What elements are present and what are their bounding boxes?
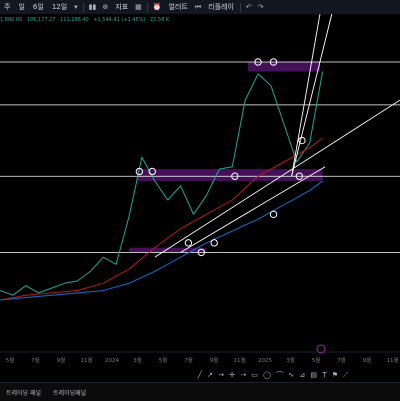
x-tick-label-1: 7월: [31, 356, 40, 364]
candles-icon[interactable]: ▮▮: [88, 3, 97, 11]
trend-icon[interactable]: ⟋: [343, 370, 349, 379]
marker-6: [254, 58, 262, 66]
marker-7: [269, 58, 278, 66]
toolbar-divider: [82, 2, 84, 12]
event-icon[interactable]: [316, 344, 326, 354]
x-tick-label-8: 9월: [210, 356, 219, 364]
series-line-2: [0, 180, 323, 301]
ray-icon[interactable]: ↗: [207, 371, 213, 379]
marker-9: [295, 172, 304, 180]
trendlines: [154, 0, 400, 258]
redo-icon[interactable]: ↷: [257, 3, 264, 11]
drawing-toolbar: ╱ ↗ → ✛ ⇢ ▭ ◯ ⌒ ∿ ⊿ ▤ T ⚑ ⟋: [195, 369, 351, 381]
trendline-0: [154, 99, 400, 258]
x-tick-label-3: 11월: [80, 356, 92, 364]
horizontal-ray-icon[interactable]: ⇢: [240, 371, 247, 379]
text-icon[interactable]: T: [322, 371, 327, 379]
chevron-down-icon[interactable]: ▾: [74, 3, 78, 11]
trendline-2: [291, 0, 323, 177]
zones: [129, 62, 323, 253]
x-tick-label-10: 2025: [258, 358, 272, 364]
x-tick-label-12: 5월: [312, 356, 321, 364]
marker-8: [298, 136, 306, 145]
marker-3: [197, 248, 205, 257]
measure-icon[interactable]: ⊿: [299, 371, 306, 379]
marker-1: [148, 167, 156, 176]
curve-icon[interactable]: ⌒: [276, 371, 284, 379]
replay-button[interactable]: 리플레이: [208, 3, 234, 11]
marker-10: [269, 210, 278, 219]
toolbar-divider: [146, 2, 148, 12]
zone-2: [129, 247, 207, 253]
trendline-3: [291, 9, 334, 177]
x-tick-label-0: 5월: [6, 356, 15, 364]
cross-icon[interactable]: ✛: [229, 371, 235, 379]
top-toolbar: 주 일 6일 12일 ▾ ▮▮ ⊕ 지표 ▦ ⏰ 얼러트 ⏮ 리플레이 ↶ ↷: [0, 0, 400, 14]
x-tick-label-4: 2024: [105, 358, 119, 364]
marker-4: [210, 239, 218, 247]
tab-trading-panel-2[interactable]: 트레이딩패널: [53, 389, 87, 397]
series-line-0: [0, 71, 324, 296]
ohlc-open: 1,880.00: [0, 17, 23, 23]
x-tick-label-2: 9월: [57, 356, 66, 364]
x-tick-label-13: 7월: [337, 356, 346, 364]
indicators-button[interactable]: 지표: [115, 3, 129, 11]
x-tick-label-14: 9월: [363, 356, 372, 364]
x-tick-label-7: 7월: [184, 356, 193, 364]
series-line-1: [0, 137, 323, 301]
ohlc-change: +1,544.41 (+1.45%): [93, 17, 146, 23]
alert-button[interactable]: 얼러트: [168, 3, 188, 11]
x-tick-label-15: 11월: [386, 356, 398, 364]
arrow-line-icon[interactable]: →: [218, 371, 224, 379]
layout-icon[interactable]: ▦: [135, 3, 142, 11]
timeframe-week[interactable]: 주: [4, 3, 11, 11]
replay-icon[interactable]: ⏮: [194, 2, 202, 11]
ohlc-high: 106,177.27: [26, 17, 56, 23]
ohlc-volume: 22.58 K: [149, 17, 170, 23]
toolbar-divider: [239, 2, 241, 12]
x-tick-label-6: 5월: [159, 356, 168, 364]
long-arrow-icon[interactable]: ╱: [197, 371, 202, 379]
bottom-panel: 트레이딩 패널 트레이딩패널: [0, 382, 400, 401]
marker-2: [184, 239, 193, 247]
undo-icon[interactable]: ↶: [245, 3, 252, 11]
zone-1: [136, 169, 323, 181]
marker-5: [231, 172, 239, 180]
x-tick-label-11: 3월: [286, 356, 295, 364]
zone-0: [247, 62, 320, 72]
rectangle-icon[interactable]: ▭: [251, 371, 258, 379]
x-axis: 5월 7월 9월 11월 2024 3월 5월 7월 9월 11월 2025 3월 5월 7월 9월 11월: [0, 351, 400, 364]
ruler-icon[interactable]: ▤: [310, 371, 318, 379]
flag-icon[interactable]: ⚑: [331, 371, 338, 379]
x-tick-label-9: 11월: [233, 356, 245, 364]
trendline-1: [180, 166, 326, 253]
ohlc-low: 111,188.40: [60, 17, 89, 23]
horizontal-lines: [0, 61, 400, 253]
alert-icon[interactable]: ⏰: [152, 3, 162, 11]
wave-icon[interactable]: ∿: [288, 371, 295, 379]
x-tick-label-5: 3월: [133, 356, 142, 364]
ohlc-readout: 1,880.00 106,177.27 111,188.40 +1,544.41…: [0, 17, 172, 23]
timeframe-6d[interactable]: 6일: [32, 3, 44, 11]
indicators-icon[interactable]: ⊕: [102, 3, 109, 11]
markers: [135, 58, 306, 257]
circle-icon[interactable]: ◯: [263, 371, 271, 379]
timeframe-day[interactable]: 일: [18, 3, 25, 11]
tab-trading-panel[interactable]: 트레이딩 패널: [6, 389, 42, 397]
marker-0: [135, 167, 144, 176]
timeframe-12d[interactable]: 12일: [51, 3, 68, 11]
price-series: [0, 71, 324, 301]
